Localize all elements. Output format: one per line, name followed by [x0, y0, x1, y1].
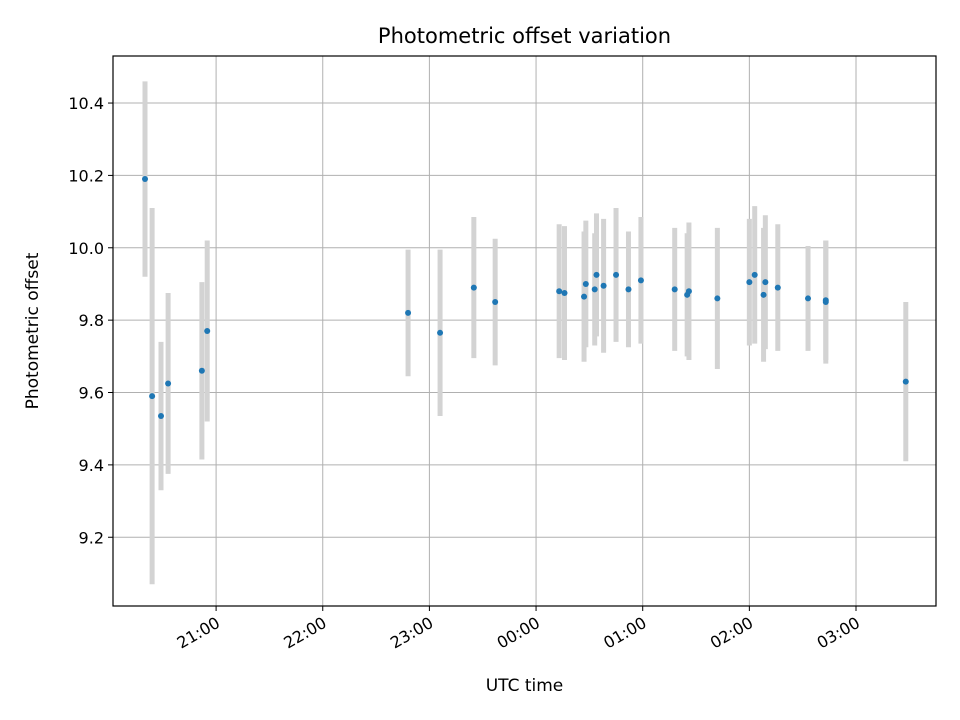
- data-point: [165, 380, 172, 387]
- error-bars: [142, 81, 909, 585]
- x-tick-label: 21:00: [174, 613, 223, 653]
- data-point: [714, 295, 721, 302]
- x-tick-label: 22:00: [280, 613, 329, 653]
- x-tick-label: 00:00: [494, 613, 543, 653]
- x-tick-label: 23:00: [387, 613, 436, 653]
- y-tick-label: 10.4: [68, 94, 104, 113]
- data-point: [593, 271, 600, 278]
- data-point: [613, 271, 620, 278]
- data-point: [556, 288, 563, 295]
- data-point: [822, 297, 829, 304]
- y-axis-ticks: 9.2 9.4 9.6 9.8 10.0 10.2 10.4: [68, 94, 113, 547]
- x-axis-title: UTC time: [486, 676, 564, 696]
- y-tick-label: 9.4: [79, 456, 104, 475]
- data-point: [625, 286, 632, 293]
- data-point: [762, 279, 769, 286]
- y-tick-label: 9.8: [79, 311, 104, 330]
- y-tick-label: 9.6: [79, 384, 104, 403]
- data-point: [581, 293, 588, 300]
- data-point: [157, 413, 164, 420]
- x-axis-ticks: 21:00 22:00 23:00 00:00 01:00 02:00 03:00: [174, 606, 863, 653]
- data-point: [561, 290, 568, 297]
- data-point: [600, 282, 607, 289]
- grid: [113, 56, 936, 606]
- data-point: [405, 309, 412, 316]
- data-point: [141, 176, 148, 183]
- chart-title: Photometric offset variation: [378, 24, 671, 48]
- data-point: [685, 288, 692, 295]
- data-point: [437, 329, 444, 336]
- data-point: [198, 367, 205, 374]
- data-point: [902, 378, 909, 385]
- data-point: [492, 299, 499, 306]
- data-point: [637, 277, 644, 284]
- data-points: [141, 176, 909, 420]
- data-point: [204, 328, 211, 334]
- y-tick-label: 10.0: [68, 239, 104, 258]
- data-point: [582, 280, 589, 287]
- x-tick-label: 02:00: [707, 613, 756, 653]
- x-tick-label: 03:00: [814, 613, 863, 653]
- data-point: [805, 295, 812, 302]
- data-point: [746, 279, 753, 286]
- plot-frame: [112, 55, 937, 607]
- y-tick-label: 10.2: [68, 166, 104, 185]
- data-point: [470, 284, 477, 291]
- y-axis-title: Photometric offset: [23, 252, 43, 409]
- data-point: [149, 393, 156, 400]
- data-point: [774, 284, 781, 291]
- y-tick-label: 9.2: [79, 528, 104, 547]
- x-tick-label: 01:00: [600, 613, 649, 653]
- data-point: [760, 291, 767, 298]
- data-point: [751, 271, 758, 278]
- data-point: [591, 286, 598, 293]
- data-point: [671, 286, 678, 293]
